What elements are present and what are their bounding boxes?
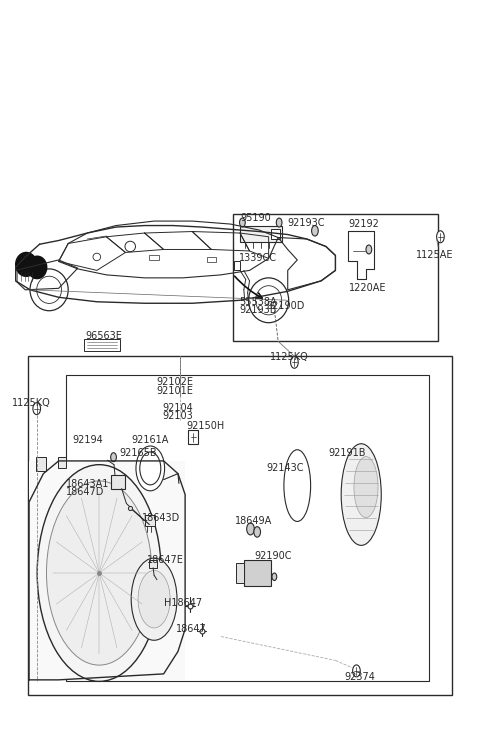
Circle shape <box>353 665 360 677</box>
Text: 18643A1: 18643A1 <box>66 479 109 489</box>
Circle shape <box>437 231 444 243</box>
Text: 92194: 92194 <box>72 435 103 445</box>
Ellipse shape <box>138 571 170 628</box>
Text: 92190D: 92190D <box>266 302 305 311</box>
Text: 92192: 92192 <box>349 219 380 229</box>
Bar <box>111 476 125 488</box>
Ellipse shape <box>28 256 47 278</box>
Ellipse shape <box>16 253 36 276</box>
Text: 92104: 92104 <box>163 403 193 413</box>
Circle shape <box>366 245 372 254</box>
Circle shape <box>290 356 298 368</box>
Bar <box>236 563 244 583</box>
Bar <box>84 339 120 351</box>
Circle shape <box>111 453 116 462</box>
Circle shape <box>247 523 254 535</box>
Bar <box>234 262 240 271</box>
Bar <box>149 560 157 568</box>
Text: H18647: H18647 <box>164 598 202 608</box>
Text: 1220AE: 1220AE <box>349 284 386 293</box>
Text: 96563E: 96563E <box>85 332 122 341</box>
Bar <box>233 214 438 341</box>
Bar <box>189 430 198 444</box>
Text: 92143C: 92143C <box>266 463 304 472</box>
Ellipse shape <box>47 481 152 665</box>
Bar <box>271 229 280 239</box>
Text: 1125KQ: 1125KQ <box>270 352 308 362</box>
Text: 18647: 18647 <box>176 624 206 634</box>
Circle shape <box>240 218 245 227</box>
Text: 92165B: 92165B <box>120 448 157 458</box>
Text: 92102E: 92102E <box>156 377 193 388</box>
Circle shape <box>276 218 282 227</box>
Bar <box>149 255 159 260</box>
Bar <box>29 461 185 680</box>
Text: 1339CC: 1339CC <box>239 253 277 262</box>
Text: 18643D: 18643D <box>142 514 180 523</box>
Bar <box>66 375 429 681</box>
Text: 55538A: 55538A <box>239 297 276 307</box>
Circle shape <box>136 446 165 491</box>
Text: 92161A: 92161A <box>131 435 168 445</box>
Ellipse shape <box>354 457 378 518</box>
Text: 18649A: 18649A <box>235 517 273 526</box>
Circle shape <box>140 452 161 484</box>
Bar <box>58 458 66 469</box>
Circle shape <box>312 226 318 236</box>
Ellipse shape <box>131 558 177 640</box>
Text: 92191B: 92191B <box>329 448 366 458</box>
Circle shape <box>33 403 40 415</box>
Text: 92193C: 92193C <box>288 218 325 228</box>
Text: 92103: 92103 <box>163 411 193 421</box>
Text: 92190C: 92190C <box>254 550 292 561</box>
Text: 92150H: 92150H <box>187 421 225 430</box>
Bar <box>144 515 155 526</box>
Text: 1125KQ: 1125KQ <box>12 398 50 408</box>
Bar <box>240 226 282 242</box>
Text: 95190: 95190 <box>240 213 271 223</box>
Text: 92193B: 92193B <box>239 305 276 315</box>
Ellipse shape <box>30 269 68 310</box>
Bar <box>36 458 46 471</box>
Text: 18647D: 18647D <box>66 488 105 497</box>
Ellipse shape <box>37 465 161 681</box>
Ellipse shape <box>125 242 135 252</box>
Bar <box>28 356 452 694</box>
Ellipse shape <box>249 278 288 322</box>
Ellipse shape <box>93 254 101 261</box>
Text: 92101E: 92101E <box>156 386 193 396</box>
Text: 1125AE: 1125AE <box>416 251 453 260</box>
Text: 18647E: 18647E <box>146 555 183 566</box>
Circle shape <box>254 526 261 537</box>
Ellipse shape <box>341 444 381 545</box>
Text: 92374: 92374 <box>344 672 375 682</box>
Ellipse shape <box>256 286 282 315</box>
Circle shape <box>272 573 277 580</box>
Bar <box>206 257 216 262</box>
Ellipse shape <box>36 276 61 304</box>
Bar <box>244 560 272 586</box>
Ellipse shape <box>284 450 311 521</box>
